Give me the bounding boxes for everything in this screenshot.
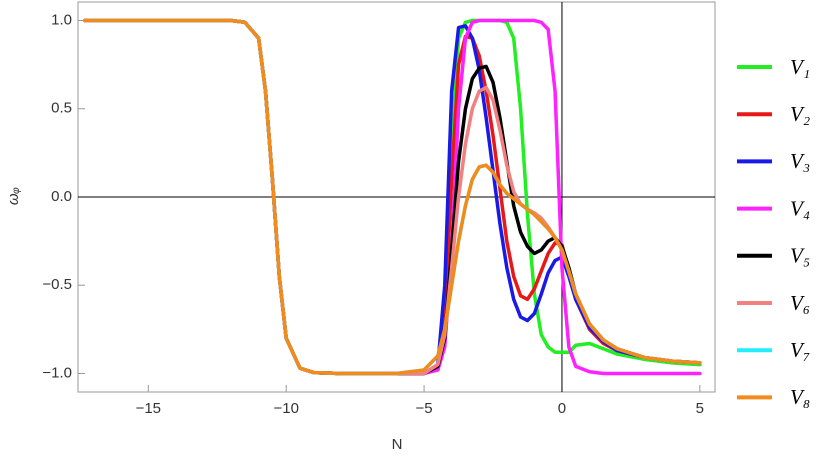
x-tick-label: −15 — [136, 400, 161, 417]
legend-label: V₇ — [790, 338, 810, 362]
x-tick-label: −5 — [416, 400, 433, 417]
y-axis-label: ωᵩ — [5, 187, 22, 205]
legend-label: V₄ — [790, 196, 810, 220]
y-tick-label: −1.0 — [42, 364, 72, 381]
y-tick-label: −0.5 — [42, 276, 72, 293]
x-tick-label: −10 — [273, 400, 298, 417]
legend-label: V₈ — [790, 385, 810, 409]
legend-label: V₂ — [790, 102, 810, 126]
legend-label: V₆ — [790, 291, 810, 315]
series-line — [83, 18, 702, 376]
x-tick-label: 0 — [558, 400, 566, 417]
legend-label: V₁ — [790, 55, 810, 79]
legend-label: V₅ — [790, 244, 810, 268]
x-tick-label: 5 — [696, 400, 704, 417]
y-tick-label: 0.5 — [51, 100, 72, 117]
legend-label: V₃ — [790, 149, 810, 173]
y-tick-label: 1.0 — [51, 11, 72, 28]
y-tick-label: 0.0 — [51, 188, 72, 205]
x-axis-label: N — [392, 436, 403, 453]
